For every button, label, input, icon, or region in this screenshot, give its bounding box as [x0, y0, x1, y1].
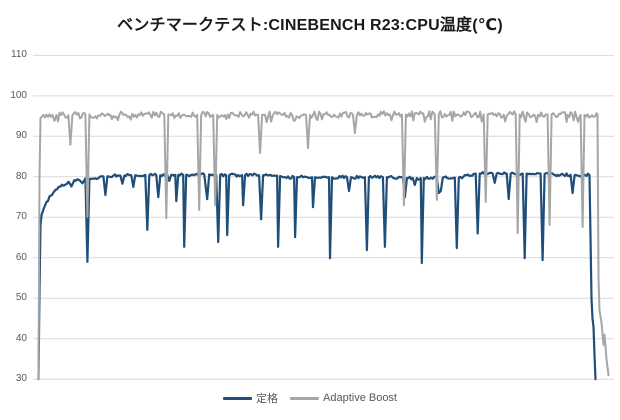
legend-item-rated: 定格 — [223, 390, 278, 406]
y-tick-label-50: 50 — [15, 292, 27, 304]
legend-label: Adaptive Boost — [323, 392, 397, 404]
y-tick-label-110: 110 — [11, 49, 27, 61]
legend-item-adaptive-boost: Adaptive Boost — [290, 392, 397, 404]
y-tick-label-70: 70 — [15, 211, 27, 223]
y-tick-label-30: 30 — [15, 373, 27, 385]
y-tick-label-40: 40 — [15, 332, 27, 344]
chart-title: ベンチマークテスト:CINEBENCH R23:CPU温度(℃) — [117, 17, 503, 34]
series-line-rated — [37, 171, 597, 381]
legend-label: 定格 — [256, 393, 278, 405]
series-line-adaptive-boost — [37, 110, 610, 381]
y-tick-label-100: 100 — [10, 89, 27, 101]
legend-line-swatch — [223, 396, 252, 400]
legend-line-swatch — [290, 396, 319, 400]
y-tick-label-80: 80 — [15, 170, 27, 182]
y-tick-label-90: 90 — [15, 130, 27, 142]
chart-legend: 定格 Adaptive Boost — [0, 390, 620, 406]
y-tick-label-60: 60 — [15, 251, 27, 263]
